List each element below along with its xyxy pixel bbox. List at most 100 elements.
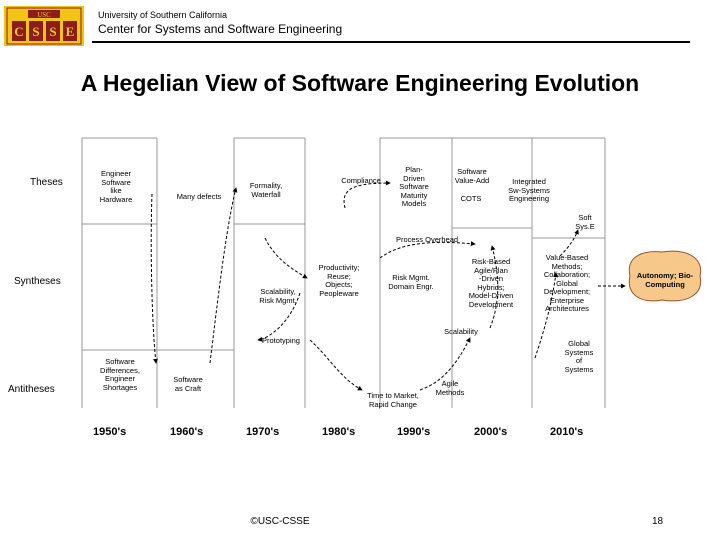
box-line: Models [401, 199, 427, 208]
box-line: Driven [403, 173, 425, 183]
box-time-to-market: Time to Market, Rapid Change [360, 391, 426, 409]
box-line: Peopleware [319, 288, 359, 298]
arrow [309, 339, 363, 391]
arrow [343, 180, 391, 209]
box-process-overhead: Process Overhead [385, 235, 469, 245]
arrow [150, 193, 159, 364]
decade-label: 1980's [322, 426, 356, 438]
arrow [257, 292, 301, 342]
box-line: Value-Add [454, 175, 490, 185]
header-divider [92, 41, 690, 43]
row-label-syntheses: Syntheses [14, 276, 61, 287]
arrow [209, 187, 238, 364]
box-global-systems: Global Systems of Systems [554, 339, 604, 374]
logo-letter-tile [29, 21, 43, 41]
decade-label: 1950's [93, 426, 127, 438]
box-line: Risk-Based [471, 257, 511, 266]
box-line: Software [399, 182, 429, 191]
logo-usc-text: USC [37, 11, 51, 19]
autonomy-bubble [628, 250, 702, 302]
box-line: Integrated [512, 177, 546, 186]
box-soft-syse: Soft Sys.E [570, 213, 600, 231]
arrow [489, 245, 499, 329]
box-line: like [110, 186, 122, 195]
box-line: Hardware [99, 194, 133, 204]
box-line: Formality, [249, 181, 283, 190]
box-line: Software [105, 357, 135, 366]
logo-letter: C [14, 24, 23, 39]
box-line: Plan- [405, 165, 423, 174]
box-line: Scalability [444, 327, 478, 336]
box-line: Model-Driven [468, 291, 514, 300]
box-line: Waterfall [251, 189, 281, 199]
box-line: Computing [645, 279, 685, 289]
logo-letter: S [49, 24, 56, 39]
hegelian-evolution-diagram [81, 137, 702, 408]
logo-letter-tile [63, 21, 77, 41]
box-rules [82, 137, 605, 351]
box-line: Methods; [551, 261, 583, 271]
box-line: Enterprise [549, 295, 585, 305]
box-line: Agile/Plan [474, 265, 508, 275]
arrow [379, 241, 476, 259]
box-line: Engineer [104, 374, 136, 383]
box-autonomy-bio-computing: Autonomy; Bio- Computing [632, 271, 698, 289]
box-software-value-add: Software Value-Add [448, 167, 496, 185]
box-line: Many defects [176, 192, 222, 201]
box-compliance: Compliance [332, 176, 390, 186]
university-name: University of Southern California [98, 10, 228, 20]
center-name: Center for Systems and Software Engineer… [98, 22, 343, 36]
box-scalability-risk: Scalability, Risk Mgmt. [250, 287, 306, 305]
box-line: Global [556, 278, 578, 288]
box-line: of [575, 356, 583, 365]
box-value-based-methods: Value-Based Methods; Collaboration; Global D… [534, 253, 600, 314]
box-plan-driven: Plan- Driven Software Maturity Models [392, 165, 436, 209]
box-line: Rapid Change [369, 399, 417, 409]
decade-separators [81, 138, 606, 408]
box-line: Systems [564, 364, 594, 374]
box-line: Productivity; [318, 263, 360, 272]
box-line: Value-Based [545, 253, 589, 262]
box-line: Reuse; [327, 271, 351, 281]
logo-letter: E [66, 24, 75, 39]
box-line: Engineering [508, 194, 550, 203]
box-line: Sys.E [575, 221, 595, 231]
decade-label: 2010's [550, 426, 584, 438]
row-label-theses: Theses [30, 177, 63, 188]
footer-copyright: ©USC-CSSE [250, 516, 310, 527]
decade-label: 1970's [246, 426, 280, 438]
box-line: Autonomy; Bio- [636, 271, 694, 280]
arrow [419, 337, 471, 391]
box-risk-domain: Risk Mgmt. Domain Engr. [380, 273, 442, 291]
box-software-as-craft: Software as Craft [166, 375, 210, 393]
box-line: Development [468, 299, 514, 309]
logo-letter: S [32, 24, 39, 39]
box-line: Time to Market, [367, 391, 419, 400]
box-line: Compliance [341, 176, 381, 185]
box-line: Maturity [400, 190, 428, 200]
box-risk-based-hybrids: Risk-Based Agile/Plan -Driven Hybrids; Model… [458, 257, 524, 309]
box-line: Global [568, 339, 590, 348]
row-label-antitheses: Antitheses [8, 384, 55, 395]
box-line: Methods [435, 387, 465, 397]
box-line: COTS [460, 194, 482, 203]
box-line: as Craft [174, 383, 202, 393]
box-line: Process Overhead [395, 235, 459, 244]
box-formality-waterfall: Formality, Waterfall [240, 181, 292, 199]
box-line: Systems [564, 347, 594, 357]
logo-letter-tile [46, 21, 60, 41]
box-line: Scalability, [260, 287, 296, 296]
box-line: Differences, [100, 365, 140, 375]
box-line: Software [101, 177, 131, 187]
box-agile-methods: Agile Methods [430, 379, 470, 397]
box-line: Software [457, 167, 487, 176]
box-many-defects: Many defects [168, 192, 230, 202]
box-line: Risk Mgmt. [392, 273, 430, 282]
page-title: A Hegelian View of Software Engineering … [80, 70, 640, 96]
box-productivity: Productivity; Reuse; Objects; Peopleware [310, 263, 368, 298]
box-line: Soft [578, 213, 592, 222]
box-line: -Driven [478, 274, 504, 283]
logo-letter-tile [12, 21, 26, 41]
